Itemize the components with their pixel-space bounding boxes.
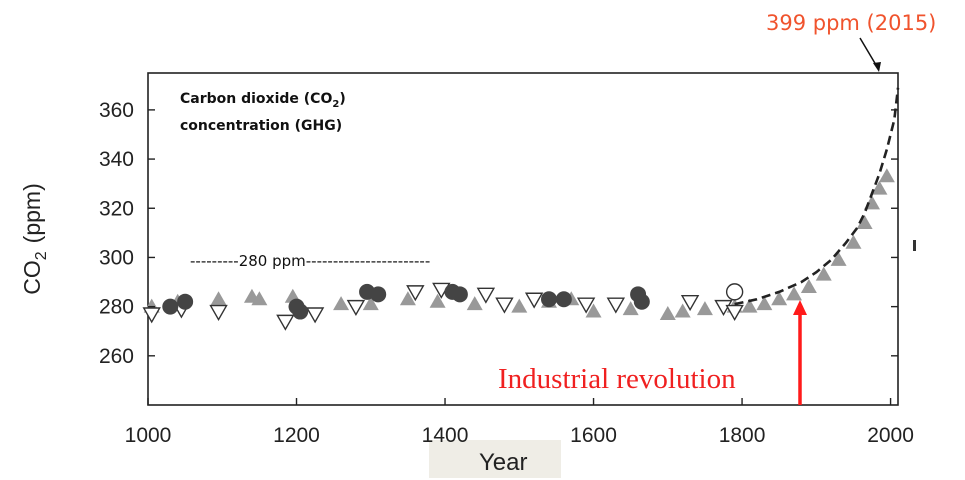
series-0-point-14 — [585, 303, 602, 318]
series-0-point-10 — [466, 296, 483, 311]
chart-title-line2: concentration (GHG) — [180, 118, 342, 134]
series-0-point-7 — [362, 296, 379, 311]
series-1-point-12 — [606, 297, 626, 314]
series-1-point-10 — [524, 292, 544, 309]
series-0-point-9 — [429, 293, 446, 308]
series-2-point-1 — [177, 293, 194, 310]
industrial-revolution-arrow-head — [793, 300, 807, 315]
series-1-point-4 — [305, 307, 325, 324]
data-marks — [142, 87, 900, 331]
series-2-point-9 — [555, 291, 572, 308]
series-2-point-7 — [451, 286, 468, 303]
series-3-point-0 — [725, 283, 744, 301]
series-0-point-16 — [659, 306, 676, 321]
series-0-point-25 — [815, 266, 832, 281]
latest-value-pointer-head — [873, 62, 881, 72]
series-1-point-8 — [476, 287, 496, 304]
series-1-point-2 — [209, 304, 228, 321]
series-1-point-11 — [576, 297, 596, 314]
y-tick-label-340: 340 — [99, 148, 134, 171]
x-tick-label-1600: 1600 — [570, 424, 617, 447]
series-2-point-5 — [370, 286, 387, 303]
x-tick-label-1800: 1800 — [719, 424, 766, 447]
y-tick-label-300: 300 — [99, 246, 134, 269]
series-0-point-18 — [696, 301, 713, 316]
series-0-point-6 — [333, 296, 350, 311]
series-0-point-15 — [622, 301, 639, 316]
series-0-point-31 — [878, 168, 895, 183]
x-tick-label-1000: 1000 — [125, 424, 172, 447]
y-axis-label-subscript: 2 — [33, 251, 50, 260]
y-tick-label-280: 280 — [99, 296, 134, 319]
series-1-point-6 — [406, 285, 425, 302]
series-2-point-3 — [292, 303, 309, 320]
series-0-point-30 — [871, 180, 888, 195]
series-0-point-22 — [771, 291, 788, 306]
industrial-revolution-label: Industrial revolution — [498, 363, 736, 395]
series-1-point-0 — [142, 307, 161, 324]
axis-ticks: 260 280 300 320 340 360 1000 1200 1400 1600 1800 20… — [99, 99, 914, 447]
series-1-point-13 — [680, 295, 700, 312]
series-0-point-23 — [786, 286, 803, 301]
x-tick-label-2000: 2000 — [867, 424, 914, 447]
latest-value-label: 399 ppm (2015) — [766, 11, 936, 35]
y-axis-label: CO2(ppm) — [19, 183, 50, 294]
series-1-point-15 — [725, 304, 744, 321]
series-0-point-21 — [756, 296, 773, 311]
chart-title-subscript: 2 — [332, 99, 339, 110]
series-1-point-3 — [276, 314, 295, 331]
series-0-point-2 — [210, 291, 227, 306]
series-2-point-8 — [540, 291, 557, 308]
chart-title-line1: Carbon dioxide (CO2) — [180, 91, 346, 110]
y-tick-label-320: 320 — [99, 197, 134, 220]
baseline-280-label: ---------280 ppm----------------------- — [190, 252, 430, 270]
series-2-point-11 — [633, 293, 650, 310]
x-tick-label-1200: 1200 — [273, 424, 320, 447]
series-2-point-0 — [162, 298, 179, 315]
series-0-point-28 — [856, 215, 873, 230]
y-tick-label-260: 260 — [99, 345, 134, 368]
series-0-point-20 — [741, 298, 758, 313]
series-0-point-26 — [830, 251, 847, 266]
series-0-point-11 — [511, 298, 528, 313]
edge-mark — [913, 240, 916, 251]
series-1-point-9 — [495, 297, 514, 314]
series-0-point-24 — [800, 278, 817, 293]
x-tick-label-1400: 1400 — [422, 424, 469, 447]
y-tick-label-360: 360 — [99, 99, 134, 122]
series-4-line — [734, 87, 900, 306]
series-0-point-27 — [845, 234, 862, 249]
series-0-point-4 — [251, 291, 268, 306]
plot-frame — [147, 72, 899, 406]
series-1-point-5 — [346, 299, 366, 317]
x-axis-label: Year — [479, 449, 528, 476]
series-0-point-17 — [674, 303, 691, 318]
x-axis-label-background — [429, 440, 561, 478]
series-0-point-8 — [399, 291, 416, 306]
